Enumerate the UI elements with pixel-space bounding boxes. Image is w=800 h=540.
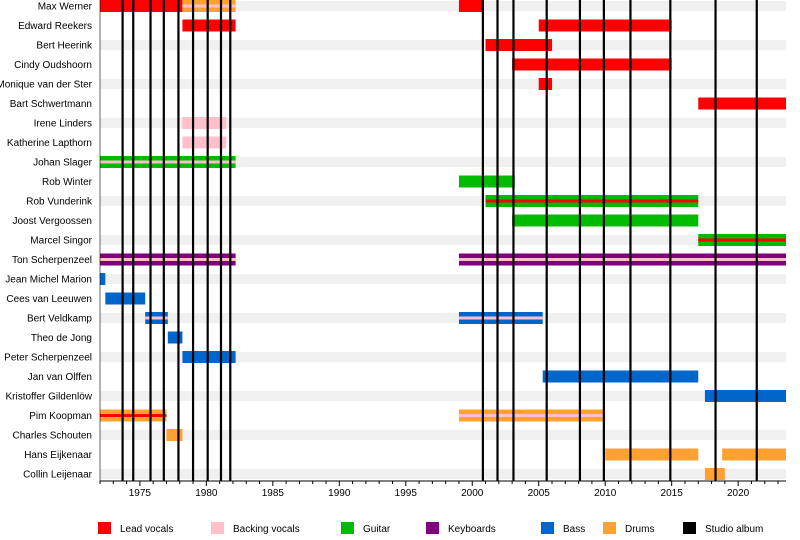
member-bar-stripe-backing [458, 258, 786, 261]
member-label: Bert Heerink [36, 41, 93, 52]
member-label: Irene Linders [34, 119, 92, 130]
legend: Lead vocals Backing vocals Guitar Keyboards… [98, 522, 763, 535]
member-label: Theo de Jong [31, 333, 92, 344]
legend-label: Backing vocals [233, 524, 300, 535]
member-bar-stripe-backing [145, 316, 168, 320]
row-band [100, 430, 786, 440]
row-band [100, 79, 786, 89]
member-bar-lead [538, 78, 553, 90]
legend-swatch-keyboards [426, 522, 439, 534]
x-tick-label: 1995 [395, 488, 418, 499]
member-label: Max Werner [38, 2, 93, 13]
member-bar-lead [538, 19, 672, 32]
member-label: Cees van Leeuwen [6, 294, 92, 305]
member-bar-stripe-backing [458, 316, 543, 320]
member-bar-drums [605, 448, 699, 461]
member-label: Jan van Olffen [28, 372, 92, 383]
legend-label: Keyboards [448, 524, 496, 535]
member-bar-stripe-backing [100, 160, 236, 164]
member-bar-bass [542, 370, 699, 383]
row-band [100, 274, 786, 284]
member-label: Rob Winter [42, 177, 93, 188]
row-band [100, 469, 786, 479]
member-label: Rob Vunderink [26, 197, 93, 208]
x-axis: 1975 1980 1985 1990 1995 2000 2005 2010 2015 2020 [99, 0, 786, 499]
member-label: Edward Reekers [18, 21, 92, 32]
member-bar-lead [698, 97, 786, 110]
member-bar-stripe-backing [458, 414, 606, 417]
member-bars [100, 0, 786, 480]
x-tick-label: 2015 [661, 488, 684, 499]
row-band [100, 40, 786, 50]
legend-swatch-lead [98, 522, 111, 534]
x-tick-label: 2005 [528, 488, 551, 499]
legend-label: Guitar [363, 524, 391, 535]
row-band [100, 118, 786, 128]
member-bar-lead [485, 39, 553, 51]
member-label: Marcel Singor [30, 236, 92, 247]
member-label: Katherine Lapthorn [7, 138, 92, 149]
member-bar-bass [100, 273, 106, 285]
row-band [100, 235, 786, 245]
x-tick-label: 1975 [129, 488, 152, 499]
member-bar-lead [512, 58, 672, 71]
member-bar-stripe-backing [100, 258, 236, 261]
member-bar-lead [458, 0, 483, 12]
row-band [100, 391, 786, 401]
member-label: Joost Vergoossen [13, 216, 93, 227]
legend-swatch-album [683, 522, 696, 534]
legend-swatch-guitar [341, 522, 354, 534]
member-bar-drums [722, 448, 786, 461]
member-bar-lead [100, 0, 183, 12]
member-bar-stripe-backing [182, 4, 236, 8]
member-label: Collin Leijenaar [23, 470, 93, 481]
row-band [100, 352, 786, 362]
legend-swatch-backing [211, 522, 224, 534]
member-bar-stripe-lead [485, 199, 699, 203]
member-bar-bass [167, 331, 183, 344]
member-bar-lead [182, 19, 236, 32]
x-tick-label: 1990 [328, 488, 351, 499]
member-bar-backing [182, 136, 227, 149]
x-tick-label: 2010 [594, 488, 617, 499]
row-band [100, 196, 786, 206]
row-bands [100, 1, 786, 479]
x-tick-label: 2000 [461, 488, 484, 499]
legend-swatch-drums [603, 522, 616, 534]
member-label: Cindy Oudshoorn [14, 60, 92, 71]
member-bar-bass [704, 390, 786, 402]
member-bar-backing [182, 117, 227, 129]
x-tick-label: 1985 [262, 488, 285, 499]
member-label: Ton Scherpenzeel [12, 255, 92, 266]
row-band [100, 313, 786, 323]
row-band [100, 1, 786, 11]
member-bar-drums [166, 429, 183, 441]
member-label: Johan Slager [33, 158, 93, 169]
legend-label: Studio album [705, 524, 763, 535]
member-bar-guitar [458, 175, 515, 188]
member-bar-bass [105, 292, 146, 305]
legend-label: Drums [625, 524, 654, 535]
member-label: Hans Eijkenaar [24, 450, 92, 461]
legend-label: Lead vocals [120, 524, 173, 535]
member-label: Pim Koopman [29, 411, 92, 422]
studio-album-lines [121, 0, 758, 481]
member-label: Jean Michel Marion [5, 275, 92, 286]
member-label: Kristoffer Gildenlöw [5, 392, 92, 403]
member-bar-guitar [512, 214, 699, 227]
member-label: Charles Schouten [13, 431, 93, 442]
member-bar-stripe-lead [698, 238, 786, 242]
member-label: Bart Schwertmann [10, 99, 92, 110]
member-label: Bert Veldkamp [27, 314, 92, 325]
x-tick-label: 2020 [727, 488, 750, 499]
member-labels: Max Werner Edward Reekers Bert Heerink Cind… [0, 2, 93, 481]
member-label: Monique van der Ster [0, 80, 93, 91]
member-label: Peter Scherpenzeel [4, 353, 92, 364]
legend-swatch-bass [541, 522, 554, 534]
row-band [100, 157, 786, 167]
x-tick-label: 1980 [195, 488, 218, 499]
member-bar-bass [182, 351, 236, 363]
legend-label: Bass [563, 524, 585, 535]
